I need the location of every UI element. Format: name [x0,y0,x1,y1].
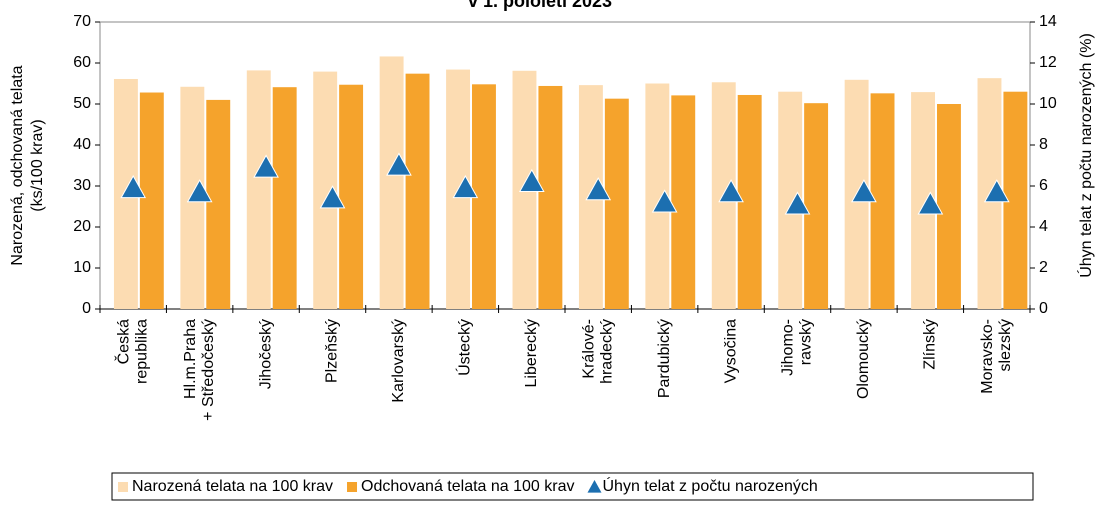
legend-label: Odchovaná telata na 100 krav [361,478,574,495]
legend-marker [587,480,602,493]
y2-tick-label: 6 [1039,177,1048,194]
loss-marker [120,175,147,199]
bar [645,83,670,309]
loss-marker [518,168,545,192]
bar [804,103,829,310]
x-tick-label: Olomoucký [855,319,872,399]
x-tick-label: ravský [798,319,815,365]
x-tick-label: Jihočeský [257,319,274,389]
x-tick-label: Jihomo- [780,319,797,376]
x-tick-label: hradecký [598,319,615,384]
x-tick-label: Králové- [580,319,597,379]
legend-marker [347,482,358,492]
bar [139,92,164,310]
x-tick-label: Česká [113,319,132,364]
x-tick-label: Pardubický [656,319,673,398]
x-tick-label: slezský [997,319,1014,371]
bar [379,56,404,309]
y2-tick-label: 10 [1039,95,1057,112]
loss-marker [917,191,944,215]
bar [870,93,895,309]
loss-marker [319,185,346,209]
y2-tick-label: 2 [1039,259,1048,276]
bar [1003,91,1028,309]
y2-tick-label: 8 [1039,136,1048,153]
loss-marker [585,177,612,201]
y-tick-label: 30 [73,177,91,194]
y-tick-label: 70 [73,13,91,30]
loss-marker [983,179,1010,203]
y2-axis-label: Úhyn telat z počtu narozených (%) [1076,33,1095,278]
y-axis-label: Narozená, odchovaná telata [9,65,26,265]
x-tick-label: Ústecký [455,319,474,376]
bar [272,87,297,309]
bar [604,98,629,309]
bar [911,92,936,309]
bar [778,91,803,309]
loss-marker [784,191,811,215]
legend-frame [111,472,1034,501]
loss-marker [253,154,279,178]
legend-label: Narozená telata na 100 krav [132,478,333,495]
y-tick-label: 40 [73,136,91,153]
y2-tick-label: 4 [1039,218,1048,235]
legend-label: Úhyn telat z počtu narozených [603,476,818,495]
bar [246,70,271,309]
x-tick-label: Karlovarský [390,319,407,403]
x-tick-label: Liberecký [523,319,540,387]
x-tick-label: Hl.m.Praha [182,319,199,399]
y-tick-label: 20 [73,218,91,235]
loss-marker [718,179,744,203]
legend-marker [118,482,128,492]
y2-tick-label: 0 [1039,300,1048,317]
loss-marker [186,179,213,203]
bar [405,73,430,309]
bar [937,104,961,309]
bar [206,99,231,310]
x-tick-label: + Středočeský [200,319,217,421]
x-tick-label: Plzeňský [324,319,341,383]
y2-tick-label: 12 [1039,54,1057,71]
bar [339,84,364,309]
bar [538,85,563,310]
y-tick-label: 10 [73,259,91,276]
loss-marker [452,175,479,199]
x-tick-label: Zlínský [922,319,939,370]
x-tick-label: Moravsko- [979,319,996,394]
y-tick-label: 60 [73,54,91,71]
bar [313,71,338,309]
y-tick-label: 50 [73,95,91,112]
y-axis-label: (ks/100 krav) [29,119,46,211]
x-tick-label: Vysočina [722,319,739,383]
chart-title: v 1. pololetí 2023 [468,0,612,11]
bar [737,94,762,309]
x-tick-label: republika [133,319,150,384]
y2-tick-label: 14 [1039,13,1057,30]
loss-marker [851,179,877,203]
bar [671,95,696,309]
loss-marker [386,152,412,176]
bar [472,84,496,309]
y-tick-label: 0 [82,300,91,317]
loss-marker [651,189,678,213]
